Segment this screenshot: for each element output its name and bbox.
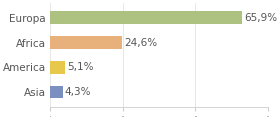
Bar xyxy=(50,36,122,49)
Bar xyxy=(50,12,242,24)
Text: 24,6%: 24,6% xyxy=(124,38,157,48)
Text: 4,3%: 4,3% xyxy=(65,87,91,97)
Bar xyxy=(50,61,65,74)
Bar xyxy=(50,86,62,99)
Text: 5,1%: 5,1% xyxy=(67,62,94,72)
Text: 65,9%: 65,9% xyxy=(244,13,277,23)
